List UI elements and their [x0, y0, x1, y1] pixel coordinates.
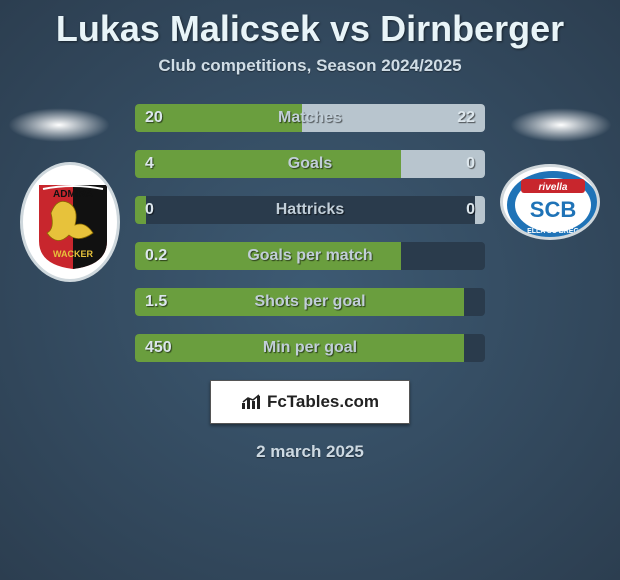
left-halo [8, 108, 110, 142]
stat-row: 0.2Goals per match [135, 242, 485, 270]
stat-row: 4Goals0 [135, 150, 485, 178]
stat-label: Hattricks [135, 196, 485, 224]
chart-icon [241, 394, 261, 410]
footer-label: FcTables.com [267, 392, 379, 412]
stat-row: 0Hattricks0 [135, 196, 485, 224]
page-title: Lukas Malicsek vs Dirnberger [0, 0, 620, 50]
crest-main-text: SCB [530, 197, 576, 222]
crest-banner-text: rivella [539, 182, 568, 193]
stat-label: Min per goal [135, 334, 485, 362]
left-club-crest: ADMIRA WACKER [20, 162, 120, 282]
admira-wacker-badge: ADMIRA WACKER [20, 162, 120, 282]
stat-value-right: 22 [457, 104, 475, 132]
stat-label: Goals [135, 150, 485, 178]
stat-bars: 20Matches224Goals00Hattricks00.2Goals pe… [135, 104, 485, 362]
subtitle: Club competitions, Season 2024/2025 [0, 56, 620, 76]
crest-text-bottom: WACKER [53, 249, 93, 259]
stat-label: Goals per match [135, 242, 485, 270]
stat-label: Matches [135, 104, 485, 132]
scb-badge-icon: rivella SCB ELLA SC BREG [503, 167, 600, 240]
crest-text-top: ADMIRA [53, 189, 93, 200]
stat-value-right: 0 [466, 150, 475, 178]
right-club-crest: rivella SCB ELLA SC BREG [500, 164, 600, 284]
sc-bregenz-badge: rivella SCB ELLA SC BREG [500, 164, 600, 240]
fctables-badge[interactable]: FcTables.com [210, 380, 410, 424]
right-halo [510, 108, 612, 142]
stat-value-right: 0 [466, 196, 475, 224]
stat-row: 20Matches22 [135, 104, 485, 132]
stat-row: 1.5Shots per goal [135, 288, 485, 316]
date-text: 2 march 2025 [0, 442, 620, 462]
stat-label: Shots per goal [135, 288, 485, 316]
crest-rim-text: ELLA SC BREG [527, 228, 579, 235]
comparison-panel: ADMIRA WACKER rivella SCB ELLA SC BREG 2… [0, 104, 620, 462]
admira-shield-icon: ADMIRA WACKER [37, 179, 109, 271]
stat-row: 450Min per goal [135, 334, 485, 362]
